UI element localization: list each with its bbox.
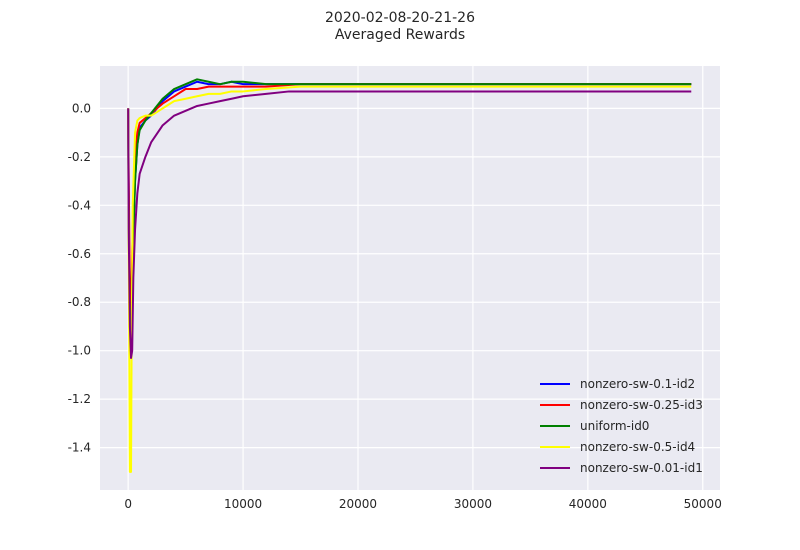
legend-entry-label: nonzero-sw-0.01-id1 xyxy=(580,461,703,475)
tick-labels: 0 10000 20000 30000 40000 50000 -1.4 -1.2 -1.0 -0… xyxy=(68,101,722,511)
legend: nonzero-sw-0.1-id2 nonzero-sw-0.25-id3 uni… xyxy=(540,377,703,475)
x-tick-label: 40000 xyxy=(569,497,607,511)
series-line-nonzero-sw-0.01-id1 xyxy=(127,90,692,359)
y-tick-label: -1.0 xyxy=(68,344,91,358)
y-tick-label: -0.2 xyxy=(68,150,91,164)
y-tick-label: -0.4 xyxy=(68,198,91,212)
x-tick-label: 0 xyxy=(124,497,132,511)
y-tick-label: -1.4 xyxy=(68,441,91,455)
grid xyxy=(100,66,720,490)
legend-entry-label: nonzero-sw-0.25-id3 xyxy=(580,398,703,412)
series-lines xyxy=(127,78,692,473)
chart-subtitle: Averaged Rewards xyxy=(335,27,465,43)
legend-entry-label: nonzero-sw-0.1-id2 xyxy=(580,377,695,391)
y-tick-label: -0.6 xyxy=(68,247,91,261)
x-tick-label: 10000 xyxy=(224,497,262,511)
plot-area xyxy=(100,66,720,490)
x-tick-label: 30000 xyxy=(454,497,492,511)
legend-entry-label: uniform-id0 xyxy=(580,419,649,433)
chart-title: 2020-02-08-20-21-26 xyxy=(325,10,475,26)
y-tick-label: -0.8 xyxy=(68,295,91,309)
legend-entry-label: nonzero-sw-0.5-id4 xyxy=(580,440,695,454)
series-line-nonzero-sw-0.5-id4 xyxy=(127,85,692,473)
y-tick-label: -1.2 xyxy=(68,392,91,406)
y-tick-label: 0.0 xyxy=(72,101,91,115)
x-tick-label: 50000 xyxy=(684,497,722,511)
x-tick-label: 20000 xyxy=(339,497,377,511)
